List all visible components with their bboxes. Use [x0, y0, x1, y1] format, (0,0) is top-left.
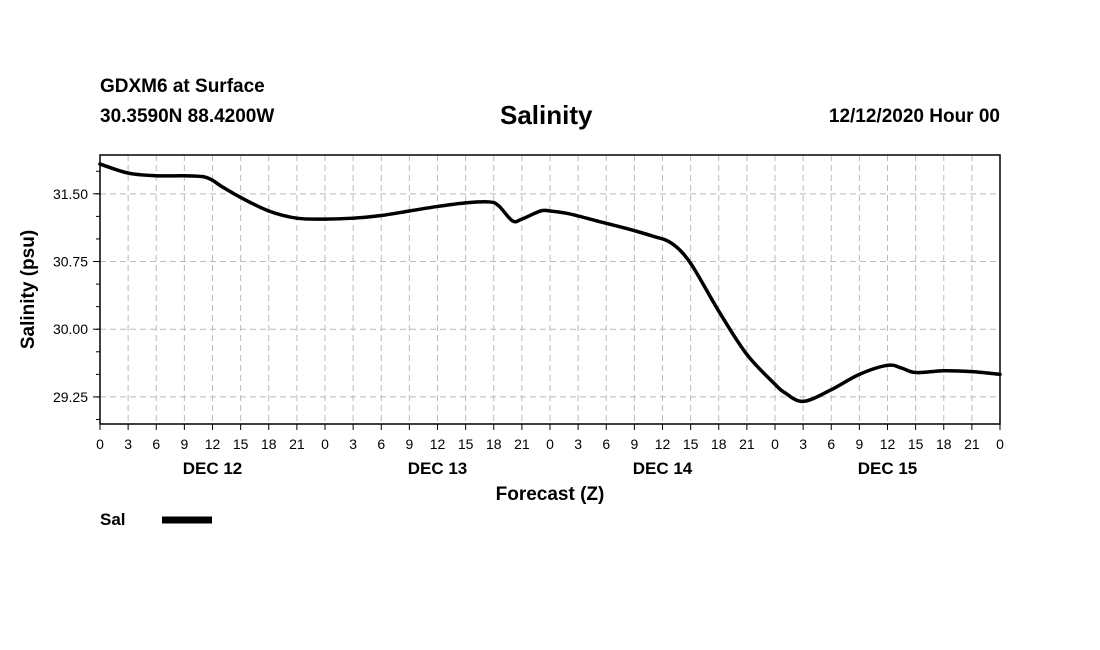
x-tick-label: 12 — [430, 436, 446, 452]
data-point — [351, 216, 355, 220]
x-tick-label: 21 — [514, 436, 530, 452]
x-tick-label: 12 — [880, 436, 896, 452]
data-point — [407, 209, 411, 213]
data-point — [899, 366, 904, 370]
data-point — [182, 174, 186, 178]
x-tick-label: 9 — [630, 436, 638, 452]
data-point — [239, 195, 243, 200]
x-tick-label: 15 — [908, 436, 924, 452]
data-point — [801, 399, 805, 404]
x-tick-label: 12 — [205, 436, 221, 452]
data-point — [210, 178, 215, 182]
data-point — [745, 352, 749, 357]
x-tick-label: 6 — [602, 436, 610, 452]
forecast-timestamp: 12/12/2020 Hour 00 — [828, 106, 1000, 127]
data-point — [435, 204, 440, 209]
data-point — [595, 219, 599, 223]
y-tick-label: 29.25 — [53, 389, 88, 405]
coordinates-label: 30.3590N 88.4200W — [100, 106, 275, 127]
x-tick-label: 3 — [124, 436, 132, 452]
y-tick-label: 30.00 — [53, 321, 88, 337]
data-point — [464, 201, 468, 205]
x-tick-label: 6 — [827, 436, 835, 452]
x-tick-label: 0 — [321, 436, 329, 452]
data-point — [539, 209, 543, 213]
data-point — [717, 309, 721, 313]
x-tick-label: 21 — [289, 436, 305, 452]
x-tick-label: 9 — [180, 436, 188, 452]
x-tick-label: 18 — [711, 436, 727, 452]
x-tick-label: 21 — [739, 436, 755, 452]
y-tick-label: 30.75 — [53, 254, 88, 270]
x-tick-label: 3 — [799, 436, 807, 452]
data-point — [773, 382, 777, 386]
x-tick-label: 0 — [771, 436, 779, 452]
data-point — [201, 175, 205, 179]
x-tick-label: 0 — [546, 436, 554, 452]
data-point — [323, 217, 327, 221]
data-point — [98, 162, 102, 166]
day-label: DEC 14 — [633, 459, 693, 478]
data-point — [379, 213, 383, 218]
x-axis-title: Forecast (Z) — [496, 484, 605, 505]
x-tick-label: 21 — [964, 436, 980, 452]
y-axis-title: Salinity (psu) — [18, 230, 39, 349]
x-tick-label: 3 — [349, 436, 357, 452]
chart-title: Salinity — [500, 100, 593, 130]
x-tick-label: 18 — [261, 436, 277, 452]
x-tick-label: 6 — [152, 436, 160, 452]
day-label: DEC 13 — [408, 459, 468, 478]
data-point — [914, 370, 918, 375]
x-tick-label: 9 — [855, 436, 863, 452]
data-point — [998, 372, 1002, 376]
x-tick-label: 18 — [936, 436, 952, 452]
data-point — [689, 261, 693, 265]
data-point — [623, 226, 627, 230]
data-point — [510, 219, 515, 223]
data-point — [295, 216, 299, 220]
data-point — [220, 184, 224, 189]
data-point — [651, 234, 655, 238]
x-tick-label: 3 — [574, 436, 582, 452]
x-tick-label: 6 — [377, 436, 385, 452]
day-label: DEC 12 — [183, 459, 243, 478]
data-point — [487, 200, 491, 204]
x-tick-label: 15 — [683, 436, 699, 452]
data-point — [567, 212, 571, 216]
data-point — [520, 217, 524, 221]
data-point — [782, 390, 786, 395]
data-point — [970, 370, 974, 374]
x-tick-label: 18 — [486, 436, 502, 452]
data-point — [885, 363, 890, 367]
data-point — [267, 209, 271, 213]
data-point — [670, 241, 674, 246]
x-tick-label: 0 — [96, 436, 104, 452]
day-label: DEC 15 — [858, 459, 918, 478]
data-point — [548, 209, 552, 213]
x-tick-label: 12 — [655, 436, 671, 452]
x-tick-label: 9 — [405, 436, 413, 452]
station-label: GDXM6 at Surface — [100, 76, 265, 97]
data-point — [829, 388, 833, 392]
y-tick-label: 31.50 — [53, 186, 88, 202]
data-point — [857, 372, 861, 376]
data-point — [126, 171, 130, 175]
x-tick-label: 15 — [233, 436, 249, 452]
x-tick-label: 15 — [458, 436, 474, 452]
data-point — [154, 174, 158, 178]
x-tick-label: 0 — [996, 436, 1004, 452]
data-point — [496, 203, 501, 208]
data-point — [942, 369, 946, 373]
legend-label: Sal — [100, 510, 126, 529]
